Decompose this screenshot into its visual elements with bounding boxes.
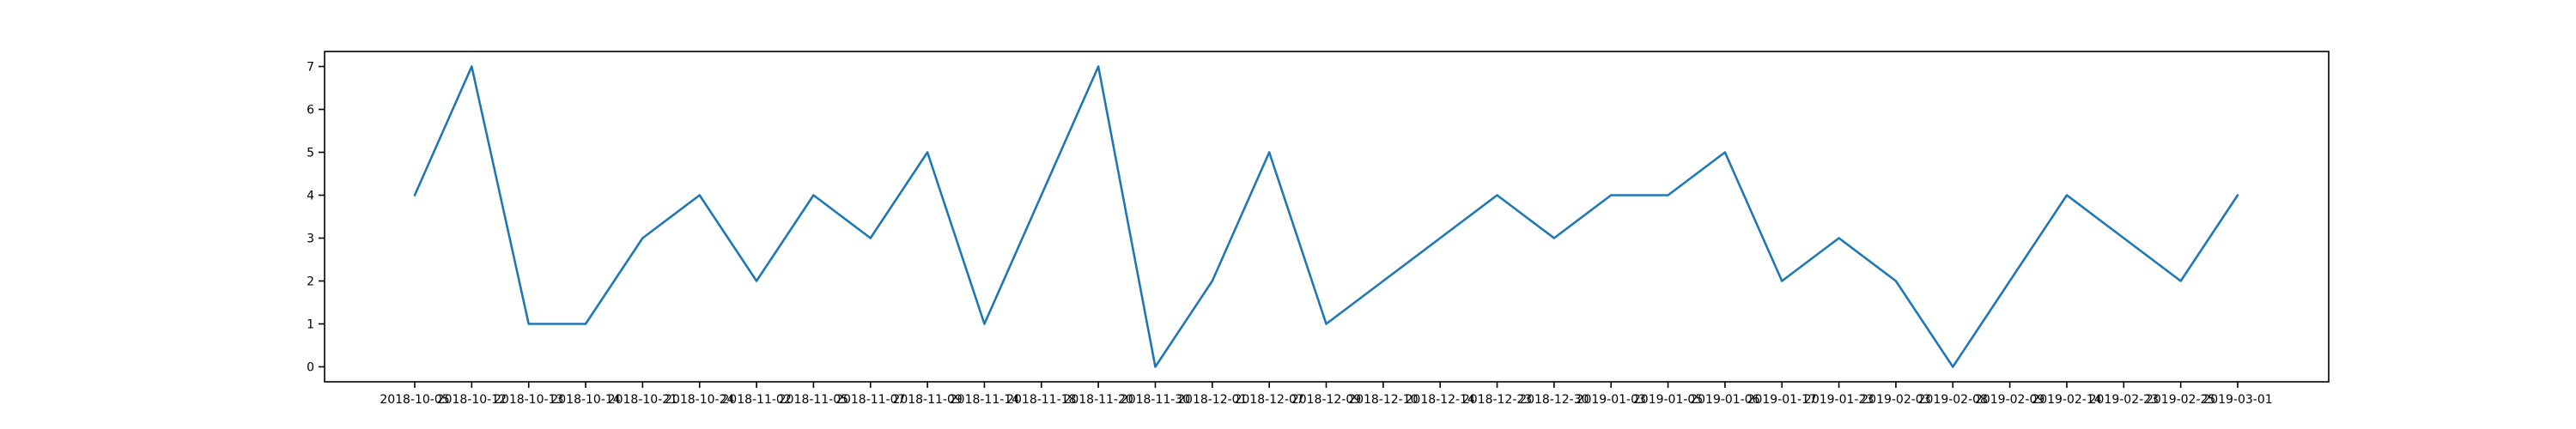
x-tick-label: 2019-01-05 bbox=[1633, 393, 1703, 407]
x-tick-label: 2018-11-30 bbox=[1121, 393, 1190, 407]
ticks-layer: 012345672018-10-052018-10-122018-10-1320… bbox=[307, 61, 2273, 408]
x-tick-label: 2019-01-03 bbox=[1577, 393, 1646, 407]
x-tick-label: 2019-02-14 bbox=[2032, 393, 2101, 407]
x-tick-label: 2018-12-14 bbox=[1406, 393, 1475, 407]
x-tick-label: 2019-02-03 bbox=[1861, 393, 1930, 407]
x-tick-label: 2019-01-17 bbox=[1747, 393, 1817, 407]
x-tick-label: 2018-12-07 bbox=[1234, 393, 1303, 407]
x-tick-label: 2018-12-23 bbox=[1462, 393, 1532, 407]
x-tick-label: 2019-02-09 bbox=[1975, 393, 2044, 407]
x-tick-label: 2018-11-20 bbox=[1063, 393, 1133, 407]
y-tick-label: 6 bbox=[307, 104, 314, 118]
x-tick-label: 2018-11-02 bbox=[721, 393, 791, 407]
x-tick-label: 2018-11-18 bbox=[1006, 393, 1076, 407]
y-tick-label: 0 bbox=[307, 361, 314, 375]
x-tick-label: 2018-11-09 bbox=[892, 393, 962, 407]
y-tick-label: 1 bbox=[307, 318, 314, 332]
x-tick-label: 2019-01-23 bbox=[1804, 393, 1874, 407]
y-tick-label: 3 bbox=[307, 233, 314, 246]
x-tick-label: 2019-03-01 bbox=[2202, 393, 2272, 407]
x-tick-label: 2018-10-21 bbox=[608, 393, 677, 407]
x-tick-label: 2018-12-01 bbox=[1177, 393, 1247, 407]
x-tick-label: 2019-02-23 bbox=[2089, 393, 2159, 407]
y-tick-label: 5 bbox=[307, 147, 314, 160]
x-tick-label: 2018-10-24 bbox=[665, 393, 734, 407]
y-tick-label: 2 bbox=[307, 275, 314, 289]
x-tick-label: 2018-10-12 bbox=[437, 393, 507, 407]
x-tick-label: 2018-12-09 bbox=[1291, 393, 1361, 407]
x-tick-label: 2018-10-13 bbox=[494, 393, 563, 407]
series-line bbox=[413, 65, 2239, 368]
y-tick-label: 4 bbox=[307, 190, 314, 203]
x-tick-label: 2018-12-10 bbox=[1348, 393, 1418, 407]
x-tick-label: 2019-02-25 bbox=[2146, 393, 2215, 407]
x-tick-label: 2018-10-05 bbox=[380, 393, 449, 407]
x-tick-label: 2019-02-08 bbox=[1918, 393, 1988, 407]
x-tick-label: 2018-11-14 bbox=[950, 393, 1019, 407]
x-tick-label: 2018-11-05 bbox=[779, 393, 848, 407]
x-tick-label: 2018-10-14 bbox=[550, 393, 620, 407]
plot-frame bbox=[324, 51, 2330, 383]
y-tick-label: 7 bbox=[307, 61, 314, 75]
x-tick-label: 2019-01-06 bbox=[1690, 393, 1759, 407]
x-tick-label: 2018-12-30 bbox=[1519, 393, 1589, 407]
x-tick-label: 2018-11-07 bbox=[835, 393, 905, 407]
series-layer bbox=[413, 65, 2239, 368]
